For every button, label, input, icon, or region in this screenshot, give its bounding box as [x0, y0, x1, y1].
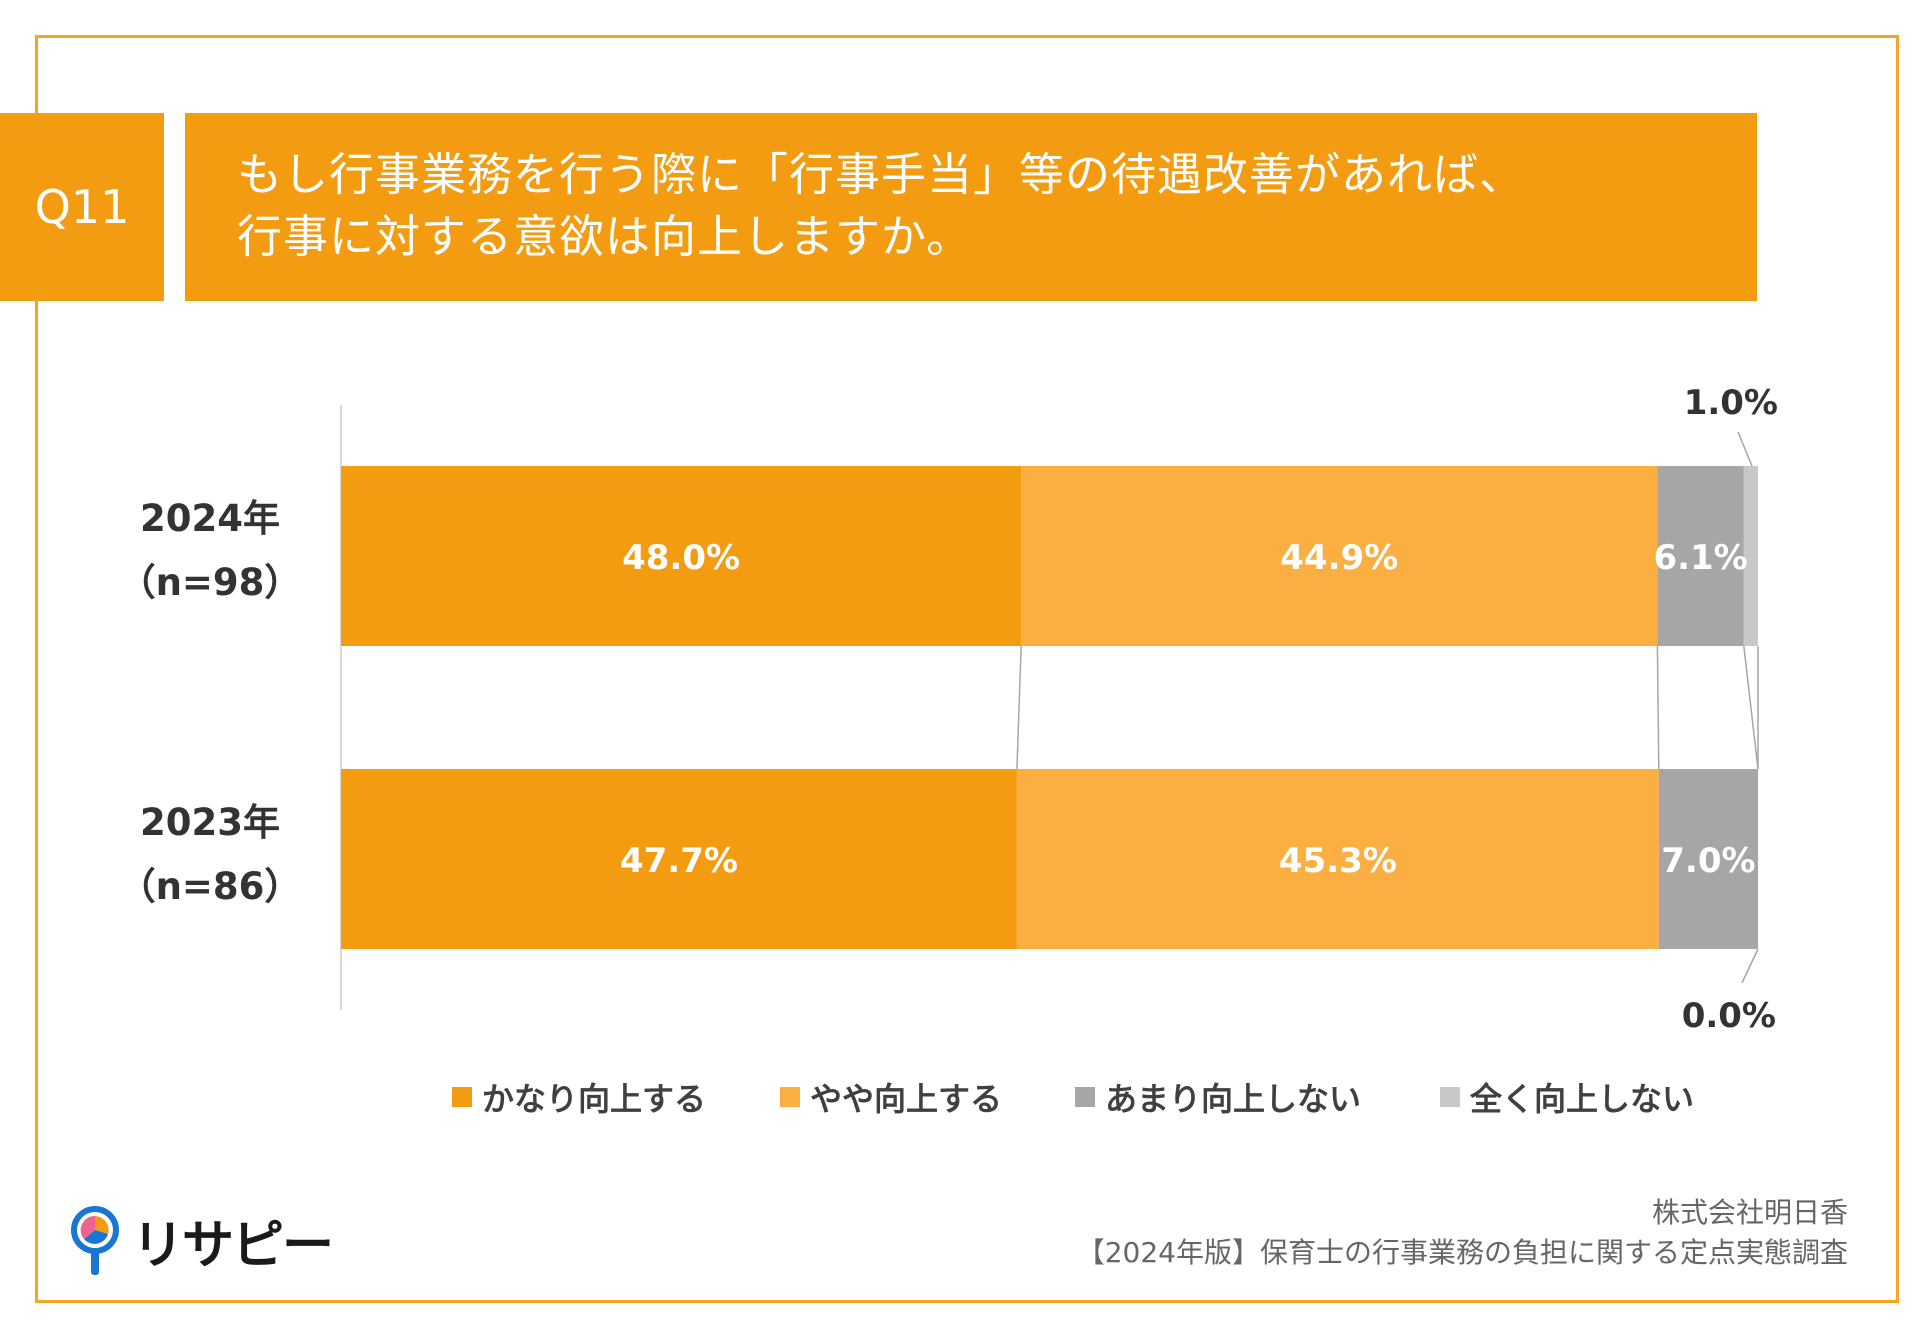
question-title-line-1: もし行事業務を行う際に「行事手当」等の待遇改善があれば、: [237, 148, 1526, 201]
legend-item-amari: あまり向上しない: [1075, 1074, 1361, 1120]
category-year: 2024年: [140, 497, 280, 540]
data-label: 45.3%: [1279, 841, 1397, 881]
source-survey-title: 【2024年版】保育士の行事業務の負担に関する定点実態調査: [1076, 1236, 1848, 1269]
data-label: 6.1%: [1653, 538, 1747, 578]
bar-segment: [1021, 466, 1658, 646]
category-sample-size: （n=98）: [118, 561, 302, 604]
data-label: 0.0%: [1682, 996, 1776, 1036]
category-year: 2023年: [140, 801, 280, 844]
question-title: もし行事業務を行う際に「行事手当」等の待遇改善があれば、 行事に対する意欲は向上…: [185, 113, 1757, 301]
bar-segment: [1658, 769, 1758, 949]
leader-line: [1741, 948, 1759, 984]
legend-item-kanari: かなり向上する: [452, 1074, 706, 1120]
bar-segment: [341, 466, 1022, 646]
legend-swatch: [1440, 1087, 1460, 1107]
legend-label: やや向上する: [810, 1080, 1003, 1118]
brand-logo-text: リサピー: [132, 1216, 334, 1276]
legend-swatch: [1075, 1087, 1095, 1107]
question-title-line-2: 行事に対する意欲は向上しますか。: [237, 210, 973, 263]
legend-label: あまり向上しない: [1105, 1080, 1362, 1118]
bar-segment: [1657, 466, 1744, 646]
legend-item-yaya: やや向上する: [780, 1074, 1002, 1120]
bar-segment: [341, 769, 1017, 949]
category-label-2024: 2024年 （n=98）: [110, 487, 310, 615]
series-connector-line: [1656, 645, 1660, 770]
data-label: 1.0%: [1684, 383, 1778, 423]
category-sample-size: （n=86）: [118, 865, 302, 908]
brand-logo: リサピー: [70, 1203, 334, 1278]
chart-legend: かなり向上する やや向上する あまり向上しない 全く向上しない: [0, 1074, 1920, 1124]
leader-line: [1737, 431, 1753, 467]
series-connector-line: [1743, 645, 1759, 770]
question-number-badge: Q11: [0, 113, 164, 301]
legend-label: かなり向上する: [482, 1080, 707, 1118]
legend-item-mattaku: 全く向上しない: [1440, 1074, 1694, 1120]
legend-swatch: [452, 1087, 472, 1107]
lollipop-pie-icon: [71, 1205, 119, 1275]
data-label: 44.9%: [1280, 538, 1398, 578]
series-connector-line: [1016, 645, 1022, 770]
source-company: 株式会社明日香: [1651, 1196, 1848, 1229]
legend-swatch: [780, 1087, 800, 1107]
legend-label: 全く向上しない: [1470, 1080, 1695, 1118]
slide-frame: [35, 35, 1899, 1303]
data-label: 48.0%: [622, 538, 740, 578]
source-credit: 株式会社明日香 【2024年版】保育士の行事業務の負担に関する定点実態調査: [1077, 1193, 1848, 1273]
bar-segment: [1016, 769, 1659, 949]
data-label: 47.7%: [620, 841, 738, 881]
bar-segment: [1743, 466, 1758, 646]
data-label: 7.0%: [1661, 841, 1755, 881]
category-label-2023: 2023年 （n=86）: [110, 791, 310, 919]
